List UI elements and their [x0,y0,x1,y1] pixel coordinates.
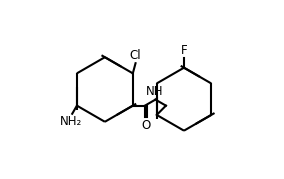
Text: F: F [181,44,187,57]
Text: O: O [141,118,151,132]
Text: NH₂: NH₂ [60,115,83,128]
Text: NH: NH [146,85,163,98]
Text: Cl: Cl [130,49,141,62]
